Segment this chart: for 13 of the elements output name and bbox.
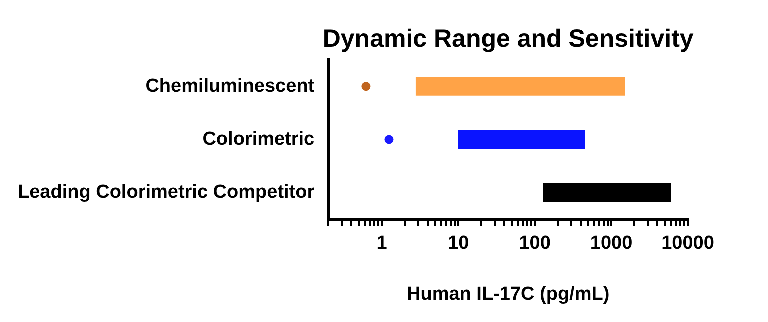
x-tick-label: 10 <box>448 233 470 254</box>
x-axis-title: Human IL-17C (pg/mL) <box>406 284 610 305</box>
x-tick-label: 100 <box>519 233 551 254</box>
y-tick-label: Colorimetric <box>202 128 316 150</box>
y-tick-label: Chemiluminescent <box>146 76 316 97</box>
x-tick-label: 1000 <box>590 233 633 254</box>
bar <box>543 184 672 202</box>
x-tick-label: 1 <box>376 233 388 254</box>
bar <box>458 130 586 150</box>
bar <box>416 77 626 96</box>
chart-title: Dynamic Range and Sensitivity <box>322 24 694 53</box>
x-tick-label: 10000 <box>662 233 714 254</box>
y-tick-label: Leading Colorimetric Competitor <box>18 182 316 204</box>
